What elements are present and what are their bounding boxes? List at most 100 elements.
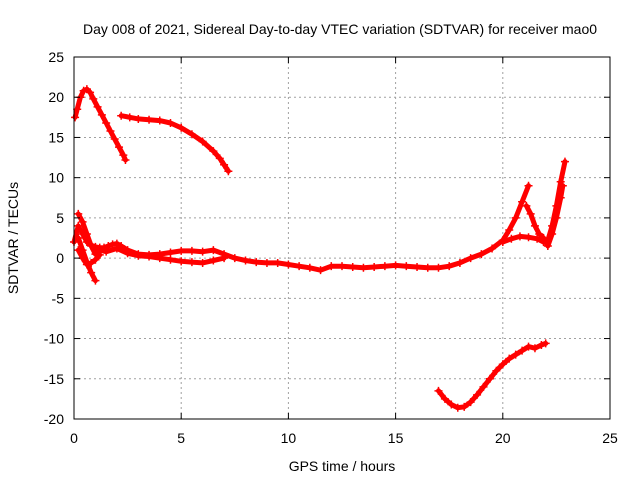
data-point xyxy=(262,258,271,267)
data-point xyxy=(305,263,314,272)
data-point xyxy=(87,242,96,251)
data-point xyxy=(556,177,565,186)
data-point xyxy=(548,229,557,238)
data-point xyxy=(93,102,102,111)
data-point xyxy=(177,257,186,266)
data-point xyxy=(524,342,533,351)
data-point xyxy=(380,262,389,271)
data-point xyxy=(473,390,482,399)
data-point xyxy=(117,111,126,120)
data-point xyxy=(82,229,91,238)
data-point xyxy=(102,247,111,256)
data-point xyxy=(112,244,121,253)
data-point xyxy=(533,234,542,243)
data-point xyxy=(295,262,304,271)
data-point xyxy=(224,167,233,176)
series-arc-2 xyxy=(117,111,233,176)
data-point xyxy=(121,155,130,164)
data-point xyxy=(518,346,527,355)
data-point xyxy=(391,261,400,270)
data-point xyxy=(348,262,357,271)
data-point xyxy=(530,344,539,353)
x-axis-label: GPS time / hours xyxy=(289,458,396,474)
data-point xyxy=(86,88,95,97)
data-point xyxy=(209,246,218,255)
data-point xyxy=(102,118,111,127)
y-tick-label: 25 xyxy=(48,49,64,65)
data-point xyxy=(455,258,464,267)
data-point xyxy=(119,151,128,160)
y-tick-label: -20 xyxy=(44,411,64,427)
data-point xyxy=(187,246,196,255)
data-point xyxy=(526,209,535,218)
data-point xyxy=(524,181,533,190)
series-arc-1 xyxy=(71,85,130,164)
data-point xyxy=(434,386,443,395)
data-point xyxy=(82,260,91,269)
data-point xyxy=(110,135,119,144)
y-tick-label: 0 xyxy=(56,250,64,266)
data-point xyxy=(511,350,520,359)
data-point xyxy=(434,263,443,272)
data-point xyxy=(543,242,552,251)
data-point xyxy=(498,360,507,369)
data-point xyxy=(466,398,475,407)
series-layer xyxy=(70,85,569,412)
data-point xyxy=(91,276,100,285)
x-tick-label: 0 xyxy=(70,430,78,446)
data-point xyxy=(505,354,514,363)
data-point xyxy=(106,127,115,136)
data-point xyxy=(123,249,132,258)
data-point xyxy=(485,374,494,383)
data-point xyxy=(155,116,164,125)
data-point xyxy=(445,262,454,271)
data-point xyxy=(539,234,548,242)
data-point xyxy=(402,262,411,271)
data-point xyxy=(447,400,456,409)
data-point xyxy=(125,113,134,122)
data-point xyxy=(453,403,462,412)
data-point xyxy=(220,254,229,263)
data-point xyxy=(145,252,154,261)
data-point xyxy=(327,262,336,271)
data-point xyxy=(198,247,207,256)
data-point xyxy=(71,113,80,122)
data-point xyxy=(134,114,143,123)
data-point xyxy=(479,382,488,391)
data-point xyxy=(507,234,516,243)
series-arc-4 xyxy=(74,209,229,267)
series-trace xyxy=(523,183,566,249)
data-point xyxy=(209,256,218,265)
series-trace xyxy=(72,86,128,163)
data-point xyxy=(87,258,96,267)
data-point xyxy=(108,240,117,249)
y-tick-label: 5 xyxy=(56,210,64,226)
tick-layer: 0 5 10 15 20 25 -20 -15 -10 -5 0 5 10 15 20 25 xyxy=(44,49,618,446)
data-point xyxy=(552,213,561,222)
data-point xyxy=(187,258,196,267)
data-point xyxy=(91,255,100,264)
data-point xyxy=(73,105,82,114)
data-point xyxy=(115,143,124,152)
data-point xyxy=(74,221,83,230)
data-point xyxy=(440,394,449,403)
data-point xyxy=(177,246,186,255)
data-point xyxy=(522,201,531,210)
data-point xyxy=(359,263,368,272)
series-trace xyxy=(71,183,531,273)
data-point xyxy=(413,262,422,271)
data-point xyxy=(511,213,520,222)
data-point xyxy=(166,118,175,127)
data-point xyxy=(198,137,207,146)
data-point xyxy=(155,254,164,263)
data-point xyxy=(488,244,497,253)
y-tick-label: -15 xyxy=(44,371,64,387)
data-point xyxy=(524,233,533,242)
series-trace xyxy=(118,113,231,174)
data-point xyxy=(145,115,154,124)
data-point xyxy=(230,254,239,263)
x-tick-label: 5 xyxy=(177,430,185,446)
data-point xyxy=(505,225,514,234)
data-point xyxy=(89,94,98,103)
